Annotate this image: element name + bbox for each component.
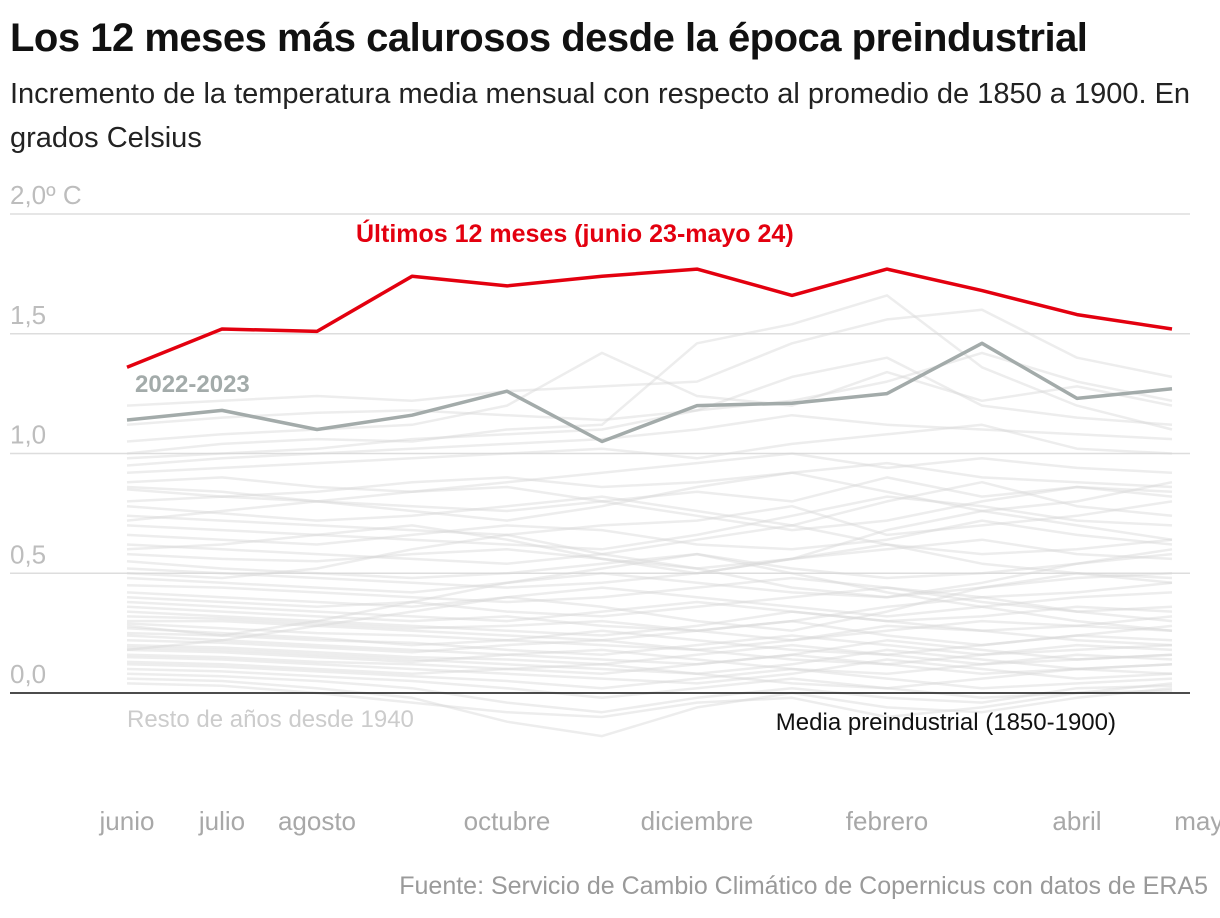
background-year-line	[126, 655, 1173, 685]
baseline-label: Media preindustrial (1850-1900)	[776, 709, 1116, 736]
background-year-line	[126, 663, 1173, 690]
y-tick-label: 0,5	[10, 539, 46, 569]
background-year-line	[126, 586, 1173, 618]
x-tick-label: mayo	[1174, 806, 1220, 836]
background-year-line	[126, 480, 1173, 527]
background-year-line	[126, 646, 1173, 676]
x-tick-label: junio	[99, 806, 155, 836]
background-series-lines	[126, 294, 1173, 738]
background-year-line	[126, 413, 1173, 467]
x-tick-label: julio	[198, 806, 245, 836]
x-tick-label: febrero	[846, 806, 928, 836]
y-tick-label: 1,5	[10, 300, 46, 330]
background-year-line	[126, 600, 1173, 623]
background-year-line	[126, 639, 1173, 666]
background-year-line	[126, 533, 1173, 599]
background-year-line	[126, 622, 1173, 652]
background-year-line	[126, 627, 1173, 656]
previous-year-label: 2022-2023	[135, 371, 250, 398]
last-12-months-label: Últimos 12 meses (junio 23-mayo 24)	[356, 218, 794, 248]
background-year-line	[126, 586, 1173, 618]
background-year-line	[126, 653, 1173, 676]
background-year-line	[126, 572, 1173, 652]
y-tick-label: 2,0º C	[10, 180, 82, 210]
background-year-line	[126, 610, 1173, 637]
background-year-line	[126, 476, 1173, 513]
previous-year-line	[126, 341, 1173, 444]
background-year-line	[126, 308, 1173, 407]
background-year-line	[126, 543, 1173, 589]
background-year-line	[126, 538, 1173, 570]
background-year-line	[126, 524, 1173, 565]
x-tick-label: agosto	[278, 806, 356, 836]
background-year-line	[126, 423, 1173, 474]
background-year-line	[126, 495, 1173, 551]
last-12-months-line	[126, 267, 1173, 369]
background-year-line	[126, 682, 1173, 719]
background-year-line	[126, 552, 1173, 580]
background-year-line	[126, 595, 1173, 632]
background-year-line	[126, 351, 1173, 427]
x-tick-label: abril	[1052, 806, 1101, 836]
background-year-line	[126, 351, 1173, 443]
background-year-line	[126, 294, 1173, 455]
background-year-line	[126, 648, 1173, 676]
background-year-line	[127, 619, 1173, 647]
background-year-line	[126, 634, 1173, 666]
page-title: Los 12 meses más calurosos desde la époc…	[10, 16, 1088, 60]
page-subtitle: Incremento de la temperatura media mensu…	[10, 78, 1191, 154]
background-year-line	[126, 572, 1173, 599]
background-year-line	[126, 672, 1173, 714]
background-year-line	[126, 461, 1173, 498]
background-year-line	[126, 509, 1173, 575]
background-year-line	[126, 452, 1173, 494]
background-years-label: Resto de años desde 1940	[127, 706, 414, 733]
x-tick-label: octubre	[464, 806, 551, 836]
background-year-line	[126, 631, 1173, 656]
highlight-series-lines	[126, 267, 1173, 444]
background-year-line	[126, 677, 1173, 738]
background-year-line	[126, 643, 1173, 666]
source-note: Fuente: Servicio de Cambio Climático de …	[399, 872, 1208, 900]
background-year-line	[126, 615, 1173, 642]
background-year-line	[126, 519, 1173, 551]
background-year-line	[126, 552, 1173, 637]
y-tick-label: 1,0	[10, 420, 46, 450]
background-year-line	[126, 660, 1173, 690]
chart-labels: 2,0º C 1,5 1,0 0,5 0,0 Últimos 12 meses (juni…	[10, 180, 1220, 836]
x-tick-label: diciembre	[641, 806, 754, 836]
y-tick-label: 0,0	[10, 659, 46, 689]
background-year-line	[126, 576, 1173, 604]
background-year-line	[126, 485, 1173, 532]
background-year-line	[126, 356, 1173, 460]
background-year-line	[126, 471, 1173, 522]
background-year-line	[126, 500, 1173, 537]
